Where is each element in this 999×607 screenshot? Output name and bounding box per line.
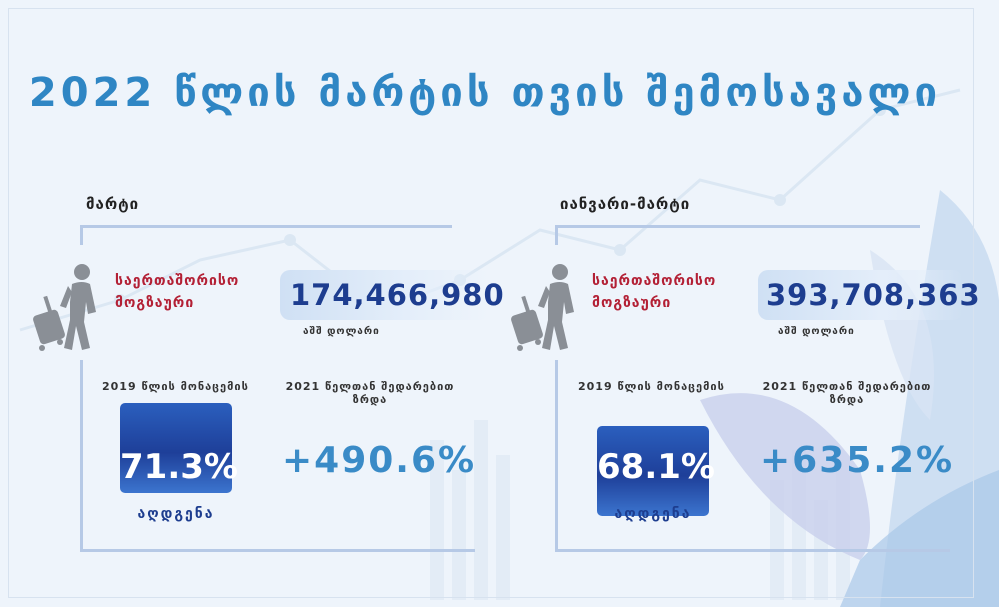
amount-box <box>280 270 490 320</box>
recovery-value-box <box>120 403 232 493</box>
recovery-heading: 2019 წლის მონაცემის <box>102 380 249 393</box>
recovery-value: 71.3% <box>120 447 238 487</box>
visitor-label-line1: საერთაშორისო <box>115 273 240 289</box>
panel-frame-top <box>80 225 452 245</box>
revenue-amount: 393,708,363 <box>766 278 981 312</box>
growth-heading-line2: ზრდა <box>352 393 388 406</box>
panel-frame-top <box>555 225 920 245</box>
currency-label: აშშ დოლარი <box>303 326 380 337</box>
recovery-value: 68.1% <box>597 447 715 487</box>
panel-frame-bottom <box>80 549 475 552</box>
revenue-amount: 174,466,980 <box>290 278 505 312</box>
growth-heading-line2: ზრდა <box>829 393 865 406</box>
recovery-heading: 2019 წლის მონაცემის <box>578 380 725 393</box>
panel-period-label: იანვარი-მარტი <box>560 195 691 213</box>
growth-heading-line1: 2021 წელთან შედარებით <box>762 380 932 393</box>
panel-frame-left <box>555 360 558 552</box>
recovery-label: აღდგენა <box>137 506 215 522</box>
growth-heading-line1: 2021 წელთან შედარებით <box>285 380 455 393</box>
recovery-value-box <box>597 426 709 516</box>
visitor-type-label: საერთაშორისო მოგზაური <box>115 270 239 314</box>
page-border <box>8 8 974 598</box>
amount-box <box>758 270 963 320</box>
visitor-type-label: საერთაშორისო მოგზაური <box>592 270 716 314</box>
panel-frame-left <box>80 360 83 552</box>
panel-frame-bottom <box>555 549 950 552</box>
growth-heading: 2021 წელთან შედარებით ზრდა <box>752 380 942 406</box>
visitor-label-line2: მოგზაური <box>115 295 195 311</box>
panel-period-label: მარტი <box>86 195 140 213</box>
growth-value: +490.6% <box>282 440 477 481</box>
visitor-label-line1: საერთაშორისო <box>592 273 717 289</box>
recovery-label: აღდგენა <box>614 506 692 522</box>
page-title: 2022 წლის მარტის თვის შემოსავალი <box>28 70 942 116</box>
currency-label: აშშ დოლარი <box>778 326 855 337</box>
traveler-with-suitcase-icon <box>511 264 574 351</box>
traveler-with-suitcase-icon <box>33 264 96 351</box>
growth-heading: 2021 წელთან შედარებით ზრდა <box>275 380 465 406</box>
growth-value: +635.2% <box>760 440 955 481</box>
visitor-label-line2: მოგზაური <box>592 295 672 311</box>
